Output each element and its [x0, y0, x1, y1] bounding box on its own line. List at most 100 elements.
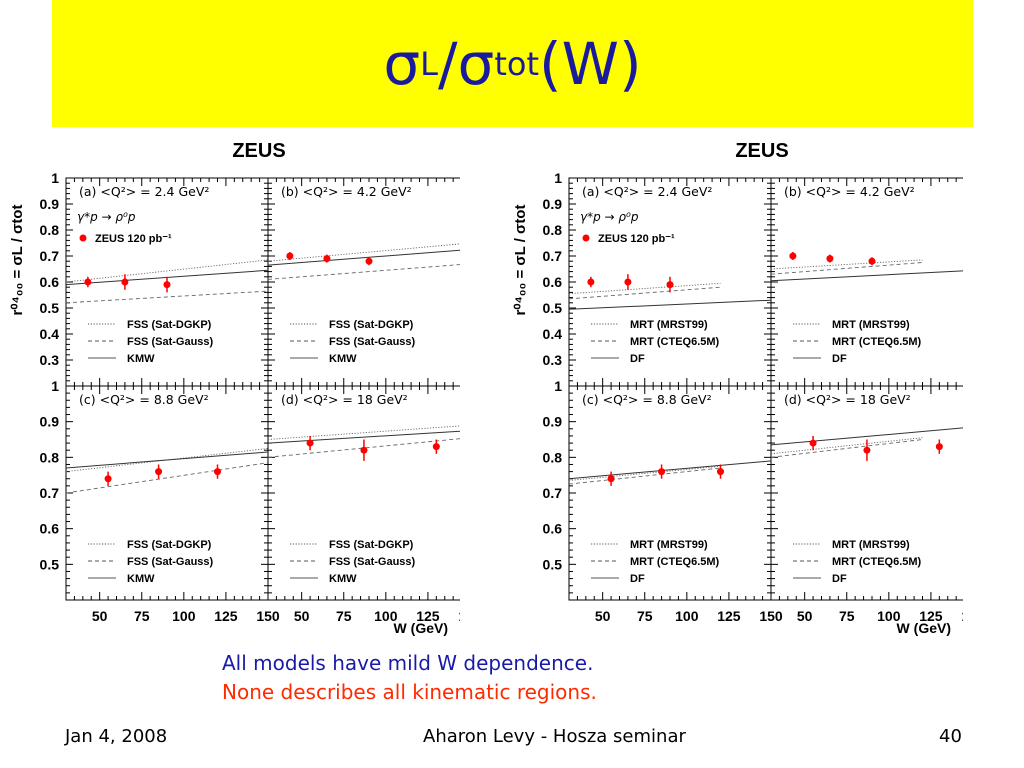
panel-label: (a) <Q²> = 2.4 GeV²	[79, 184, 209, 199]
model-curve-1	[65, 290, 269, 304]
legend-label: DF	[630, 353, 645, 365]
x-tick-label: 75	[839, 608, 855, 624]
model-curve-2	[568, 299, 772, 310]
data-point	[121, 278, 129, 286]
data-point	[789, 252, 797, 260]
x-tick-label: 75	[637, 608, 653, 624]
model-curve-1	[65, 462, 269, 494]
legend-data-marker	[582, 234, 590, 242]
panel-label: (a) <Q²> = 2.4 GeV²	[582, 184, 712, 199]
y-tick-label: 0.5	[40, 556, 60, 572]
model-curve-1	[267, 264, 460, 280]
y-tick-label: 0.9	[40, 414, 60, 430]
y-tick-label: 0.6	[40, 274, 60, 290]
panel-label: (d) <Q²> = 18 GeV²	[784, 392, 911, 407]
x-tick-label: 75	[134, 608, 150, 624]
footer-date: Jan 4, 2008	[65, 726, 168, 747]
data-point	[365, 257, 373, 265]
y-tick-label: 0.8	[40, 449, 60, 465]
model-curve-0	[770, 437, 923, 455]
title-sigma-1: σ	[383, 29, 421, 98]
x-tick-label: 50	[294, 608, 310, 624]
legend-label: MRT (CTEQ6.5M)	[630, 336, 720, 348]
data-point	[587, 278, 595, 286]
x-tick-label: 100	[172, 608, 196, 624]
model-curve-2	[568, 460, 772, 480]
y-tick-label: 0.6	[40, 521, 60, 537]
legend-label: KMW	[329, 353, 357, 365]
slide-title: σ L / σ tot (W)	[52, 0, 973, 127]
data-point	[624, 278, 632, 286]
y-tick-label: 0.4	[40, 326, 60, 342]
data-point	[658, 468, 666, 476]
conclusion-text: All models have mild W dependence. None …	[222, 649, 597, 707]
legend-label: FSS (Sat-Gauss)	[127, 556, 214, 568]
title-slash: /	[438, 29, 458, 98]
y-tick-label: 0.3	[543, 352, 563, 368]
legend-label: MRT (CTEQ6.5M)	[832, 336, 922, 348]
zeus-figure-right: ZEUS r⁰⁴₀₀ = σL / σtot 0.3 0.4 0.5 0.6 0.7 0.8 0…	[503, 130, 963, 640]
zeus-figure-left: ZEUS r⁰⁴₀₀ = σL / σtot 0.3 0.4 0.5 0.6 0.7 0.8 0…	[0, 130, 460, 640]
data-point	[809, 439, 817, 447]
legend-label: FSS (Sat-DGKP)	[127, 539, 212, 551]
y-tick-label: 0.4	[543, 326, 563, 342]
y-axis-label: r⁰⁴₀₀ = σL / σtot	[512, 205, 529, 316]
legend-label: KMW	[127, 573, 155, 585]
conclusion-line-2: None describes all kinematic regions.	[222, 680, 597, 704]
panel-label: (b) <Q²> = 4.2 GeV²	[281, 184, 412, 199]
y-tick-label: 1	[554, 170, 562, 186]
x-tick-label: 125	[919, 608, 943, 624]
data-point	[432, 443, 440, 451]
x-tick-label: 50	[92, 608, 108, 624]
model-curve-2	[267, 430, 460, 444]
model-curve-2	[65, 451, 269, 469]
panel-b: (b) <Q²> = 4.2 GeV² MRT (MRST99) MRT (CTEQ…	[770, 177, 963, 386]
y-tick-label: 0.9	[40, 196, 60, 212]
y-tick-label: 0.6	[543, 521, 563, 537]
x-tick-label: 75	[336, 608, 352, 624]
legend-label: FSS (Sat-Gauss)	[329, 556, 416, 568]
y-tick-label: 0.7	[543, 248, 563, 264]
data-point	[155, 468, 163, 476]
model-curve-2	[770, 427, 963, 446]
panel-a: 0.3 0.4 0.5 0.6 0.7 0.8 0.9 1 (a) <Q²> = 2.4 GeV…	[40, 170, 269, 386]
x-tick-label: 50	[595, 608, 611, 624]
legend-label: FSS (Sat-Gauss)	[329, 336, 416, 348]
y-tick-label: 0.9	[543, 196, 563, 212]
model-curve-0	[568, 282, 721, 295]
y-tick-label: 0.9	[543, 414, 563, 430]
data-point	[717, 468, 724, 476]
legend-label: KMW	[329, 573, 357, 585]
conclusion-line-1: All models have mild W dependence.	[222, 651, 594, 675]
data-point	[323, 255, 331, 263]
data-point	[826, 255, 834, 263]
y-tick-label: 0.8	[40, 222, 60, 238]
model-curve-0	[568, 465, 721, 481]
y-tick-label: 0.5	[543, 556, 563, 572]
model-curve-0	[267, 243, 460, 262]
x-tick-label: 125	[416, 608, 440, 624]
y-tick-label: 0.5	[40, 300, 60, 316]
legend-data-marker	[79, 234, 87, 242]
footer-center: Aharon Levy - Hosza seminar	[423, 726, 686, 747]
process-label: γ*p → ρ⁰p	[580, 210, 639, 224]
model-curve-1	[568, 286, 721, 300]
panel-label: (c) <Q²> = 8.8 GeV²	[79, 392, 209, 407]
y-tick-label: 1	[554, 378, 562, 394]
panel-d: 50 75 100 125 150 (d) <Q²> = 18 GeV² FSS (Sat-…	[267, 385, 460, 624]
y-tick-label: 0.7	[40, 485, 60, 501]
model-curve-2	[770, 270, 963, 282]
x-tick-label: 125	[717, 608, 741, 624]
y-tick-label: 0.8	[543, 222, 563, 238]
x-tick-label: 100	[877, 608, 901, 624]
x-tick-label: 150	[458, 608, 460, 624]
data-point	[935, 443, 943, 451]
legend-label: MRT (CTEQ6.5M)	[630, 556, 720, 568]
panel-label: (c) <Q²> = 8.8 GeV²	[582, 392, 712, 407]
legend-label: FSS (Sat-DGKP)	[329, 319, 414, 331]
x-tick-label: 150	[961, 608, 963, 624]
y-tick-label: 0.8	[543, 449, 563, 465]
